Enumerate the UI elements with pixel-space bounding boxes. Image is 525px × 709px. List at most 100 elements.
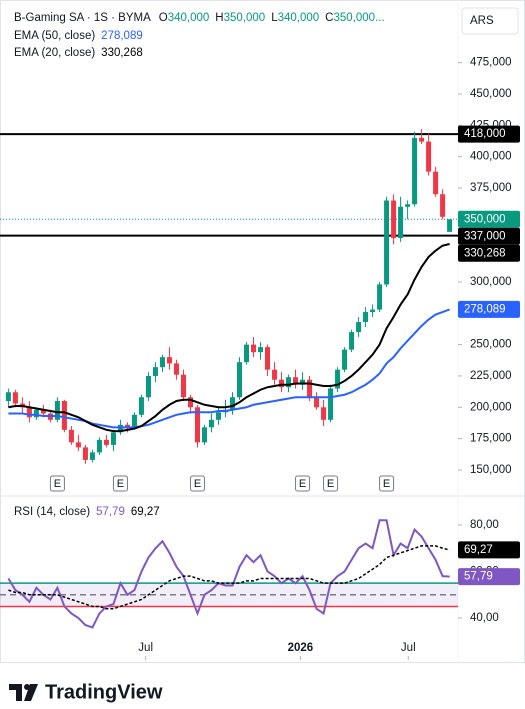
ohlc-value: 350,000 xyxy=(224,12,266,24)
candle-body xyxy=(244,344,250,363)
currency: ARS xyxy=(470,15,494,27)
event-label: E xyxy=(299,478,306,490)
price-badge xyxy=(458,227,520,245)
candle-body xyxy=(166,357,172,364)
x-tick-label: Jul xyxy=(138,642,153,654)
ohlc-key: O xyxy=(159,12,168,24)
candle-body xyxy=(145,375,151,398)
rsi-legend: RSI (14, close) 57,79 69,27 xyxy=(14,506,160,518)
event-marker xyxy=(49,475,65,492)
y-tick-label: 450,000 xyxy=(470,88,512,100)
rsi-line xyxy=(7,519,450,629)
x-tick-label: 2026 xyxy=(288,642,314,654)
rsi-ma-line xyxy=(8,545,450,610)
event-label: E xyxy=(194,478,201,490)
event-marker xyxy=(323,475,339,492)
legend-name: EMA (50, close) xyxy=(14,30,95,42)
candle-body xyxy=(370,309,376,313)
candle-body xyxy=(258,347,264,353)
ohlc-value: 340,000 xyxy=(278,12,320,24)
candle-body xyxy=(208,419,214,428)
price-badge-label: 69,27 xyxy=(464,544,493,556)
candle-body xyxy=(251,344,257,353)
logo-mark xyxy=(24,684,38,701)
candle-body xyxy=(61,401,67,430)
candle-body xyxy=(321,407,327,420)
candle-body xyxy=(124,424,130,428)
price-badge-label: 418,000 xyxy=(464,128,506,140)
price-badge xyxy=(458,210,520,228)
frame xyxy=(0,0,525,663)
candle-body xyxy=(391,200,397,239)
candle-body xyxy=(328,388,334,420)
candle-body xyxy=(40,409,46,414)
legend-title: B-Gaming SA · 1S · BYMA O340,000 H350,000 L… xyxy=(14,12,385,24)
ema-line xyxy=(8,243,450,433)
logo-mark xyxy=(9,684,22,701)
ema-line xyxy=(8,308,450,429)
candle-body xyxy=(286,377,292,388)
y-tick-label: 150,000 xyxy=(470,464,512,476)
candle-body xyxy=(398,206,404,239)
candle-body xyxy=(384,200,390,285)
logo: TradingView xyxy=(9,681,163,703)
candle-body xyxy=(187,397,193,408)
symbol: B-Gaming SA · 1S · BYMA xyxy=(14,12,151,24)
candle-body xyxy=(33,409,39,418)
y-tick-label: 225,000 xyxy=(470,370,512,382)
candle-body xyxy=(426,141,432,172)
candle-body xyxy=(342,349,348,370)
price-badge-label: 278,089 xyxy=(464,303,506,315)
price-badge-label: 330,268 xyxy=(464,247,506,259)
candle-body xyxy=(159,357,165,368)
price-badge-label: 337,000 xyxy=(464,230,506,242)
candle-body xyxy=(110,432,116,445)
legend-name: EMA (20, close) xyxy=(14,47,95,59)
candle-body xyxy=(230,397,236,410)
price-badge xyxy=(458,541,520,559)
y-tick-label: 80,00 xyxy=(470,519,499,531)
rsi-legend-value: 69,27 xyxy=(131,506,160,518)
candle-body xyxy=(26,407,32,418)
legend-value: 330,268 xyxy=(101,47,143,59)
event-label: E xyxy=(383,478,390,490)
candle-body xyxy=(412,137,418,205)
candle-body xyxy=(82,447,88,460)
price-badge xyxy=(458,568,520,586)
candle-body xyxy=(363,312,369,323)
candle-body xyxy=(117,424,123,433)
candle-body xyxy=(5,392,11,402)
ohlc-value: 340,000 xyxy=(168,12,210,24)
price-badge-label: 350,000 xyxy=(464,213,506,225)
price-badge xyxy=(458,125,520,143)
price-badge xyxy=(458,244,520,262)
candle-body xyxy=(300,379,306,385)
candle-body xyxy=(314,397,320,408)
event-marker xyxy=(379,475,395,492)
rsi-title: RSI (14, close) xyxy=(14,506,90,518)
y-tick-label: 175,000 xyxy=(470,433,512,445)
x-tick-label: Jul xyxy=(401,642,416,654)
candle-body xyxy=(433,171,439,195)
y-tick-label: 200,000 xyxy=(470,401,512,413)
candle-body xyxy=(237,362,243,398)
candle-body xyxy=(180,374,186,398)
rsi-band xyxy=(0,583,458,607)
candle-body xyxy=(54,401,60,420)
legend-value: 278,089 xyxy=(101,30,143,42)
candle-body xyxy=(173,363,179,375)
candle-body xyxy=(377,284,383,310)
candle-body xyxy=(215,412,221,420)
candle-body xyxy=(293,377,299,385)
candle-body xyxy=(89,452,95,460)
candle-body xyxy=(12,392,18,404)
candle-body xyxy=(307,379,313,398)
ohlc-key: L xyxy=(271,12,278,24)
candle-body xyxy=(131,414,137,428)
candle-body xyxy=(265,347,271,370)
event-marker xyxy=(189,475,205,492)
candle-body xyxy=(272,369,278,380)
y-tick-label: 250,000 xyxy=(470,339,512,351)
